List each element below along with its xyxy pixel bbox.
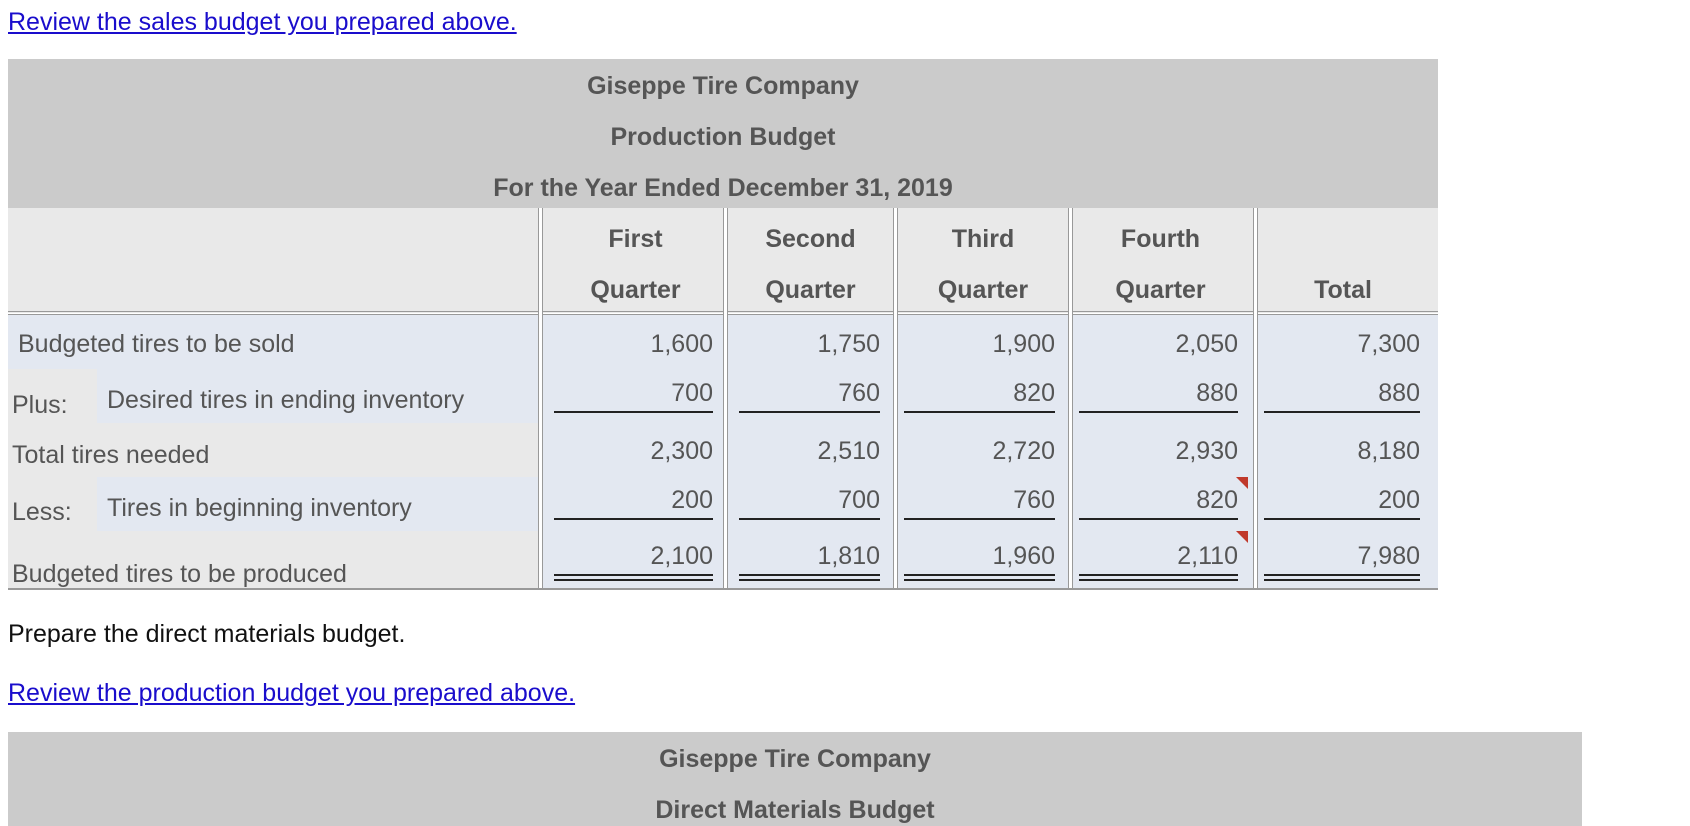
cell-beginning-total[interactable]: 200	[1378, 486, 1420, 514]
cell-beginning-q2[interactable]: 700	[838, 486, 880, 514]
review-sales-budget-link[interactable]: Review the sales budget you prepared abo…	[8, 8, 517, 36]
budget-title: Direct Materials Budget	[655, 796, 935, 824]
double-underline	[1264, 574, 1420, 581]
column-divider	[1068, 208, 1073, 590]
underline	[1079, 518, 1238, 520]
column-divider	[893, 208, 898, 590]
instruction-text: Prepare the direct materials budget.	[8, 620, 406, 648]
row-label-ending-inventory: Desired tires in ending inventory	[107, 386, 465, 414]
cell-ending-q3[interactable]: 820	[1013, 379, 1055, 407]
row-bg-ending-inventory	[97, 369, 1438, 423]
underline	[1264, 411, 1420, 413]
budget-title: Production Budget	[610, 123, 836, 151]
underline	[739, 518, 880, 520]
col-header-q1-line1: First	[608, 225, 663, 253]
cell-produced-q4[interactable]: 2,110	[1177, 542, 1238, 570]
cell-sold-total[interactable]: 7,300	[1357, 330, 1420, 358]
underline	[739, 411, 880, 413]
column-divider	[1253, 208, 1258, 590]
cell-total-needed-q3: 2,720	[992, 437, 1055, 465]
double-underline	[554, 574, 713, 581]
cell-produced-q2[interactable]: 1,810	[817, 542, 880, 570]
direct-materials-budget-header: Giseppe Tire Company Direct Materials Bu…	[8, 732, 1582, 826]
row-bg-total-needed	[538, 423, 1438, 477]
error-flag-icon[interactable]	[1236, 477, 1248, 489]
col-header-q3-line2: Quarter	[937, 276, 1029, 304]
row-bg-beginning-inventory	[97, 477, 1438, 531]
cell-total-needed-total: 8,180	[1357, 437, 1420, 465]
underline	[904, 518, 1055, 520]
cell-ending-q2[interactable]: 760	[838, 379, 880, 407]
cell-beginning-q3[interactable]: 760	[1013, 486, 1055, 514]
row-bg-less-prefix	[8, 477, 97, 531]
row-prefix-plus: Plus:	[12, 391, 68, 419]
cell-sold-q1[interactable]: 1,600	[650, 330, 713, 358]
col-header-q2-line1: Second	[765, 225, 856, 253]
col-header-q2-line2: Quarter	[765, 276, 856, 304]
company-name: Giseppe Tire Company	[659, 745, 931, 773]
col-header-q3-line1: Third	[951, 225, 1015, 253]
underline	[1264, 518, 1420, 520]
col-header-q1-line2: Quarter	[590, 276, 681, 304]
cell-total-needed-q2: 2,510	[817, 437, 880, 465]
cell-ending-q1[interactable]: 700	[671, 379, 713, 407]
cell-beginning-q4[interactable]: 820	[1196, 486, 1238, 514]
underline	[1079, 411, 1238, 413]
row-bg-total-needed-label	[8, 423, 538, 477]
cell-produced-total[interactable]: 7,980	[1357, 542, 1420, 570]
cell-produced-q3[interactable]: 1,960	[992, 542, 1055, 570]
column-divider	[723, 208, 728, 590]
cell-ending-q4[interactable]: 880	[1196, 379, 1238, 407]
company-name: Giseppe Tire Company	[587, 72, 859, 100]
col-header-total: Total	[1314, 276, 1372, 304]
table-bottom-rule	[8, 588, 1438, 590]
cell-total-needed-q1: 2,300	[650, 437, 713, 465]
double-underline	[904, 574, 1055, 581]
cell-total-needed-q4: 2,930	[1175, 437, 1238, 465]
cell-produced-q1[interactable]: 2,100	[650, 542, 713, 570]
cell-beginning-q1[interactable]: 200	[671, 486, 713, 514]
error-flag-icon[interactable]	[1236, 531, 1248, 543]
row-label-total-needed: Total tires needed	[12, 441, 210, 469]
col-header-q4-line2: Quarter	[1115, 276, 1206, 304]
row-label-produced: Budgeted tires to be produced	[12, 560, 347, 588]
cell-ending-total[interactable]: 880	[1378, 379, 1420, 407]
production-budget-header: Giseppe Tire Company Production Budget F…	[8, 59, 1438, 208]
double-underline	[1079, 574, 1238, 581]
budget-period: For the Year Ended December 31, 2019	[493, 174, 953, 202]
review-production-budget-link[interactable]: Review the production budget you prepare…	[8, 679, 576, 707]
cell-sold-q3[interactable]: 1,900	[992, 330, 1055, 358]
row-bg-plus-prefix	[8, 369, 97, 423]
row-bg-produced-label	[8, 531, 538, 589]
double-underline	[739, 574, 880, 581]
underline	[554, 518, 713, 520]
cell-sold-q2[interactable]: 1,750	[817, 330, 880, 358]
column-divider	[538, 208, 543, 590]
row-prefix-less: Less:	[12, 498, 72, 526]
row-label-beginning-inventory: Tires in beginning inventory	[107, 494, 412, 522]
row-label-sold: Budgeted tires to be sold	[18, 330, 295, 358]
cell-sold-q4[interactable]: 2,050	[1175, 330, 1238, 358]
underline	[904, 411, 1055, 413]
underline	[554, 411, 713, 413]
col-header-q4-line1: Fourth	[1120, 225, 1201, 253]
